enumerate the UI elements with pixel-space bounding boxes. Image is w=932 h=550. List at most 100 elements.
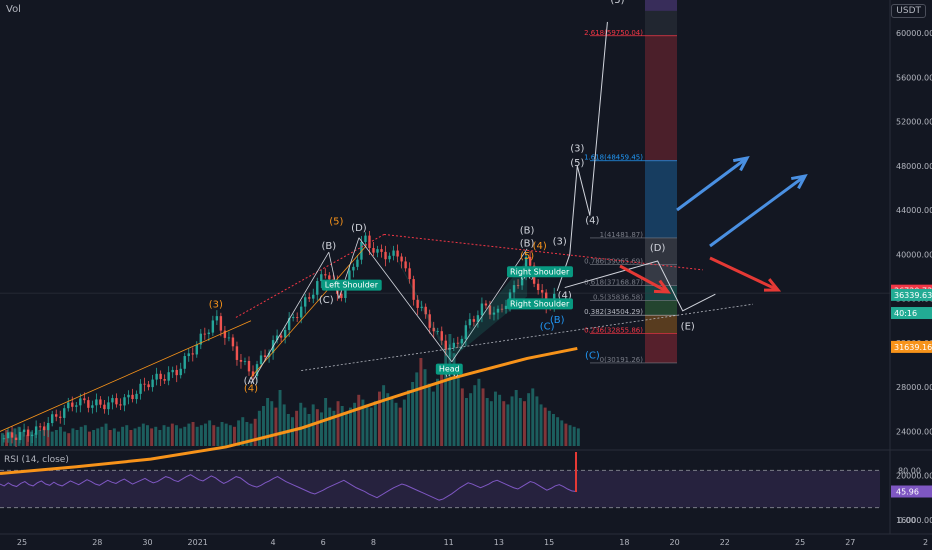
bullish-arrow bbox=[790, 173, 808, 190]
volume-bar bbox=[183, 426, 187, 446]
candle bbox=[223, 330, 227, 338]
pattern-label-bg bbox=[321, 279, 382, 291]
volume-bar bbox=[506, 404, 510, 446]
pattern-label-bg bbox=[507, 298, 573, 310]
volume-bar bbox=[444, 350, 448, 446]
candle bbox=[468, 319, 472, 326]
fib-level-label: 0.618(37168.87) bbox=[584, 279, 643, 287]
volume-bar bbox=[531, 388, 535, 446]
candle bbox=[131, 394, 134, 400]
candle bbox=[484, 303, 488, 306]
candle bbox=[524, 256, 528, 275]
fib-level-label: 2.618(59750.04) bbox=[584, 29, 643, 37]
candle bbox=[287, 318, 291, 330]
candle bbox=[312, 294, 315, 299]
time-tick-label: 22 bbox=[720, 538, 730, 547]
volume-bar bbox=[282, 404, 286, 446]
candle bbox=[536, 283, 540, 291]
volume-bar bbox=[50, 431, 54, 446]
volume-bar bbox=[299, 402, 303, 446]
volume-bar bbox=[539, 404, 543, 446]
pattern-label: Right Shoulder bbox=[510, 267, 570, 276]
candle bbox=[127, 394, 130, 398]
moving-average-line bbox=[0, 346, 578, 476]
volume-bar bbox=[431, 391, 435, 446]
volume-bar bbox=[415, 372, 419, 446]
volume-bar bbox=[378, 391, 381, 446]
wave-label: (4) bbox=[533, 241, 547, 252]
volume-bar bbox=[170, 423, 174, 446]
candle bbox=[147, 384, 150, 388]
volume-bar bbox=[59, 426, 62, 446]
price-label: 36339.63 bbox=[894, 291, 932, 300]
volume-bar bbox=[38, 430, 42, 446]
candle bbox=[75, 405, 78, 407]
volume-bar bbox=[266, 398, 270, 446]
volume-bar bbox=[129, 430, 133, 446]
volume-bar bbox=[241, 417, 245, 446]
wave-label: (B) bbox=[550, 315, 565, 326]
volume-bar bbox=[386, 393, 390, 446]
volume-bar bbox=[535, 396, 539, 446]
price-tick-label: 20000.00 bbox=[896, 472, 932, 481]
volume-bar bbox=[117, 431, 120, 446]
price-tick-label: 16000.00 bbox=[896, 516, 932, 525]
candle bbox=[251, 371, 255, 377]
volume-bar bbox=[494, 391, 497, 446]
candle bbox=[504, 305, 508, 310]
volume-bar bbox=[25, 434, 29, 446]
candle bbox=[59, 416, 62, 418]
fib-level-label: 0.786(39065.69) bbox=[584, 258, 643, 266]
volume-bar bbox=[121, 426, 125, 446]
volume-bar bbox=[75, 430, 79, 446]
pattern-label-bg bbox=[507, 266, 573, 278]
volume-bar bbox=[568, 425, 572, 446]
price-tick-label: 60000.00 bbox=[896, 29, 932, 38]
volume-bar bbox=[13, 428, 17, 446]
volume-bar bbox=[216, 426, 220, 446]
candle bbox=[215, 316, 219, 321]
candle bbox=[283, 329, 287, 338]
volume-bar bbox=[436, 378, 439, 446]
volume-bar bbox=[158, 430, 162, 446]
wave-label: (B) bbox=[520, 225, 535, 236]
volume-bar bbox=[187, 423, 191, 446]
candle bbox=[95, 399, 98, 406]
wave-label: (D) bbox=[351, 223, 367, 234]
fib-zone bbox=[645, 237, 677, 265]
candle bbox=[444, 340, 447, 350]
volume-bar bbox=[419, 358, 423, 446]
candle bbox=[155, 373, 158, 380]
price-label-bg bbox=[891, 307, 932, 320]
wave-label: (3) bbox=[570, 143, 584, 154]
rsi-value-label: 45.96 bbox=[896, 488, 919, 497]
volume-bar bbox=[556, 417, 560, 446]
volume-bar bbox=[5, 430, 9, 446]
volume-bar bbox=[262, 406, 265, 446]
volume-bar bbox=[67, 433, 71, 446]
volume-bar bbox=[340, 406, 344, 446]
volume-bar bbox=[162, 425, 166, 446]
candle bbox=[259, 355, 263, 365]
volume-bar bbox=[125, 425, 129, 446]
candle bbox=[324, 274, 327, 276]
volume-bar bbox=[133, 428, 137, 446]
time-tick-label: 28 bbox=[92, 538, 102, 547]
candle bbox=[472, 319, 476, 322]
wave-label: (5) bbox=[610, 0, 624, 6]
volume-bar bbox=[146, 425, 149, 446]
volume-bar bbox=[270, 401, 274, 446]
candle bbox=[388, 255, 391, 260]
time-tick-label: 15 bbox=[544, 538, 554, 547]
currency-badge[interactable]: USDT bbox=[891, 4, 926, 18]
volume-bar bbox=[307, 414, 311, 446]
volume-bar bbox=[328, 407, 332, 446]
candle bbox=[91, 405, 94, 408]
bullish-arrow bbox=[709, 174, 806, 248]
candle bbox=[356, 259, 359, 267]
wave-line bbox=[358, 237, 453, 362]
price-tick-label: 28000.00 bbox=[896, 383, 932, 392]
candle bbox=[376, 249, 379, 253]
candle bbox=[143, 383, 146, 385]
